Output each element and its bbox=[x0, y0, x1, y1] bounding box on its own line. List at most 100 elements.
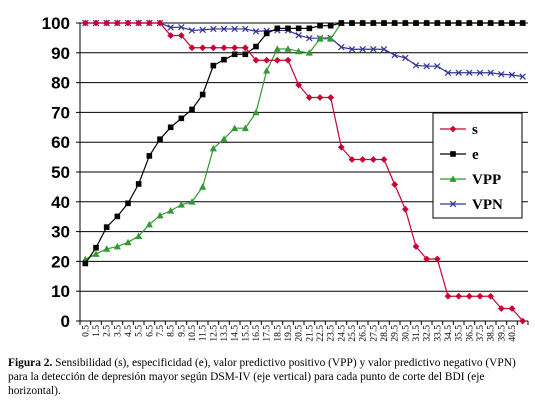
legend: se VPP VPN bbox=[432, 112, 523, 219]
data-point bbox=[189, 106, 195, 113]
data-point bbox=[412, 62, 420, 69]
data-point bbox=[487, 69, 494, 76]
x-mark-stroke bbox=[391, 51, 398, 59]
x-mark-stroke bbox=[402, 54, 409, 62]
data-point bbox=[124, 19, 132, 27]
data-point bbox=[306, 25, 313, 32]
x-mark-stroke bbox=[455, 69, 462, 76]
y-tick-label: 80 bbox=[51, 74, 70, 93]
data-point bbox=[445, 20, 451, 26]
data-point bbox=[285, 25, 291, 32]
x-mark-stroke bbox=[423, 62, 430, 70]
x-tick-label: 25.5 bbox=[348, 325, 358, 342]
data-point bbox=[188, 198, 196, 205]
data-point bbox=[295, 25, 302, 32]
data-point bbox=[242, 25, 249, 33]
x-tick-label: 27.5 bbox=[369, 325, 379, 342]
data-point bbox=[380, 156, 388, 163]
y-axis-ticks: 0 10 20 30 40 50 60 70 80 90 100 bbox=[42, 14, 70, 331]
x-mark-stroke bbox=[498, 71, 505, 78]
x-mark-stroke bbox=[434, 62, 441, 70]
data-point bbox=[316, 94, 324, 101]
data-point bbox=[81, 19, 89, 27]
data-point bbox=[370, 20, 377, 26]
data-point bbox=[476, 292, 484, 300]
data-point bbox=[113, 242, 121, 250]
y-tick-label: 60 bbox=[51, 133, 70, 152]
data-point bbox=[497, 305, 505, 312]
data-point bbox=[263, 56, 271, 64]
x-tick-label: 12.5 bbox=[209, 325, 219, 342]
data-point bbox=[199, 44, 207, 52]
legend-marker bbox=[449, 125, 457, 133]
x-tick-label: 19.5 bbox=[284, 325, 294, 342]
plot-area bbox=[81, 19, 527, 325]
data-point bbox=[252, 108, 260, 116]
data-point bbox=[305, 49, 313, 56]
x-mark-stroke bbox=[487, 69, 494, 76]
data-point bbox=[370, 45, 377, 53]
data-point bbox=[273, 45, 281, 52]
data-point bbox=[114, 213, 121, 220]
data-point bbox=[348, 156, 356, 163]
data-point bbox=[444, 292, 452, 300]
data-point bbox=[359, 45, 366, 53]
x-tick-label: 28.5 bbox=[380, 325, 390, 342]
data-point bbox=[348, 45, 356, 53]
data-point bbox=[508, 305, 516, 312]
data-point bbox=[178, 23, 185, 31]
x-tick-label: 5.5 bbox=[135, 325, 145, 337]
data-point bbox=[231, 25, 238, 33]
x-tick-label: 40.5 bbox=[508, 325, 518, 342]
y-tick-label: 10 bbox=[51, 282, 70, 301]
x-tick-label: 17.5 bbox=[263, 325, 273, 342]
x-tick-label: 11.5 bbox=[199, 325, 209, 342]
data-point bbox=[317, 22, 323, 29]
data-point bbox=[135, 19, 143, 27]
data-point bbox=[220, 25, 228, 33]
x-tick-label: 7.5 bbox=[156, 325, 166, 337]
data-point bbox=[178, 115, 185, 122]
x-mark-stroke bbox=[167, 24, 174, 31]
y-tick-label: 20 bbox=[51, 252, 70, 271]
y-tick-label: 90 bbox=[51, 44, 70, 63]
data-point bbox=[455, 69, 462, 76]
data-point bbox=[273, 56, 281, 64]
x-mark-stroke bbox=[295, 31, 302, 39]
y-tick-label: 100 bbox=[42, 14, 70, 33]
data-point bbox=[284, 56, 292, 64]
data-point bbox=[252, 28, 260, 35]
x-axis-ticks: 0.5 1.5 2.5 3.5 4.5 5.5 6.5 7.5 8.5 9.5 10.5 11.5 12… bbox=[81, 325, 518, 342]
data-point bbox=[103, 245, 111, 252]
data-point bbox=[455, 292, 463, 300]
data-point bbox=[177, 201, 185, 208]
data-point bbox=[412, 243, 420, 250]
data-point bbox=[263, 30, 270, 37]
data-point bbox=[327, 94, 335, 101]
data-point bbox=[231, 124, 239, 132]
x-mark-stroke bbox=[380, 45, 388, 53]
data-point bbox=[209, 44, 217, 52]
legend-entry: e bbox=[440, 147, 479, 163]
y-tick-label: 70 bbox=[51, 103, 70, 122]
data-point bbox=[338, 20, 345, 26]
y-tick-label: 50 bbox=[51, 163, 70, 182]
data-point bbox=[380, 45, 388, 53]
series-vpn bbox=[82, 19, 526, 80]
x-tick-label: 2.5 bbox=[103, 325, 113, 337]
x-mark-stroke bbox=[359, 45, 366, 53]
data-point bbox=[295, 31, 302, 39]
data-point bbox=[253, 43, 259, 50]
legend-label: s bbox=[472, 122, 478, 138]
x-tick-label: 38.5 bbox=[487, 325, 497, 342]
data-point bbox=[423, 20, 430, 26]
x-tick-label: 23.5 bbox=[327, 325, 337, 342]
data-point bbox=[92, 250, 100, 257]
data-point bbox=[402, 54, 409, 62]
data-point bbox=[241, 124, 249, 132]
x-tick-label: 32.5 bbox=[423, 325, 433, 342]
legend-entry: s bbox=[440, 122, 478, 138]
x-mark-stroke bbox=[348, 45, 356, 53]
legend-marker bbox=[449, 200, 457, 208]
data-point bbox=[199, 91, 206, 98]
